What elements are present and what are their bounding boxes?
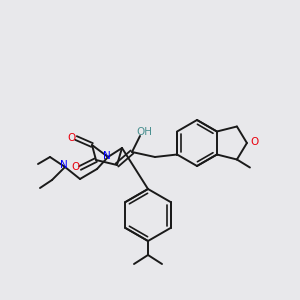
Text: N: N [103,151,111,161]
Text: N: N [60,160,68,170]
Text: OH: OH [136,127,152,137]
Text: O: O [251,137,259,147]
Text: O: O [71,162,79,172]
Text: O: O [67,133,75,143]
